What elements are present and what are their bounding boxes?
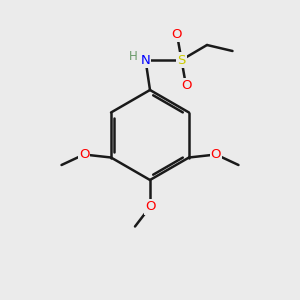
Text: N: N (141, 53, 150, 67)
Text: O: O (79, 148, 89, 161)
Text: O: O (145, 200, 155, 214)
Text: O: O (172, 28, 182, 41)
Text: S: S (177, 53, 186, 67)
Text: O: O (211, 148, 221, 161)
Text: O: O (181, 79, 191, 92)
Text: H: H (128, 50, 137, 64)
